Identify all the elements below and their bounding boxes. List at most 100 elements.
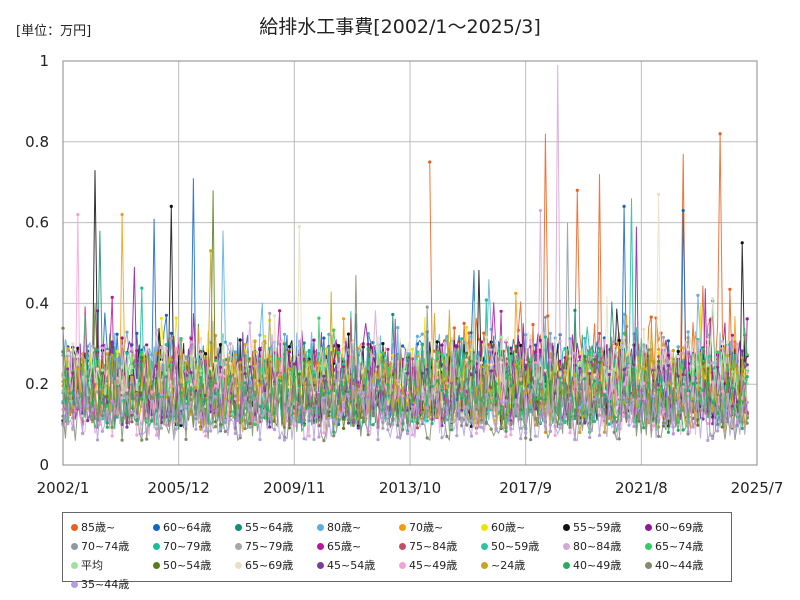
data-point bbox=[297, 340, 301, 344]
data-point bbox=[735, 412, 739, 416]
data-point bbox=[150, 353, 154, 357]
data-point bbox=[538, 380, 543, 384]
legend-marker-icon bbox=[399, 562, 406, 569]
data-point bbox=[593, 357, 597, 362]
data-point bbox=[71, 390, 75, 394]
data-point bbox=[317, 316, 321, 320]
data-point bbox=[140, 432, 144, 436]
data-point bbox=[327, 332, 331, 336]
data-point bbox=[602, 338, 607, 343]
data-point bbox=[462, 321, 466, 325]
data-point bbox=[593, 419, 597, 423]
data-point bbox=[430, 413, 434, 417]
data-point bbox=[297, 372, 301, 376]
data-point bbox=[725, 340, 730, 344]
data-point bbox=[415, 334, 419, 338]
data-point bbox=[499, 425, 503, 429]
data-point bbox=[430, 339, 434, 343]
data-point bbox=[110, 425, 114, 429]
data-point bbox=[238, 338, 242, 342]
data-point bbox=[597, 404, 602, 409]
data-point bbox=[538, 415, 543, 419]
data-point bbox=[410, 357, 415, 361]
data-point bbox=[337, 348, 341, 352]
data-point bbox=[327, 398, 331, 402]
data-point bbox=[371, 354, 375, 358]
data-point bbox=[632, 424, 636, 429]
legend-marker-icon bbox=[153, 543, 160, 550]
data-point bbox=[415, 426, 419, 430]
data-point bbox=[538, 383, 543, 387]
data-point bbox=[150, 399, 154, 404]
data-point bbox=[145, 394, 149, 399]
data-point bbox=[253, 422, 257, 427]
data-point bbox=[725, 354, 730, 358]
data-point bbox=[597, 331, 602, 336]
data-point bbox=[509, 433, 513, 437]
data-point bbox=[218, 373, 223, 377]
data-point bbox=[297, 370, 301, 374]
data-point bbox=[647, 348, 651, 352]
data-point bbox=[467, 331, 471, 335]
data-point bbox=[312, 383, 316, 387]
data-point bbox=[460, 418, 464, 422]
data-point bbox=[401, 427, 405, 432]
data-point bbox=[376, 336, 380, 340]
data-point bbox=[445, 386, 449, 390]
data-point bbox=[524, 333, 528, 337]
x-tick-label: 2009/11 bbox=[263, 479, 325, 497]
data-point bbox=[273, 314, 277, 318]
data-point bbox=[317, 435, 321, 439]
data-point bbox=[575, 188, 579, 192]
data-point bbox=[179, 337, 183, 341]
data-point bbox=[366, 429, 370, 433]
data-point bbox=[563, 370, 567, 374]
data-point bbox=[711, 380, 715, 384]
data-point bbox=[696, 397, 700, 401]
data-point bbox=[71, 342, 75, 346]
data-point bbox=[538, 208, 543, 213]
legend-marker-icon bbox=[71, 562, 78, 569]
data-point bbox=[410, 347, 415, 351]
data-point bbox=[214, 395, 218, 399]
data-point bbox=[652, 360, 656, 364]
legend-label: 60~69歳 bbox=[655, 521, 704, 534]
data-point bbox=[292, 387, 296, 391]
data-point bbox=[597, 433, 602, 437]
data-point bbox=[223, 340, 227, 344]
data-point bbox=[442, 339, 447, 343]
data-point bbox=[81, 431, 85, 435]
data-point bbox=[169, 331, 173, 335]
x-tick-label: 2005/12 bbox=[148, 479, 210, 497]
data-point bbox=[346, 380, 351, 384]
data-point bbox=[533, 416, 538, 420]
data-point bbox=[253, 400, 257, 404]
data-point bbox=[263, 389, 267, 393]
legend-label: 45~54歳 bbox=[327, 559, 376, 572]
data-point bbox=[263, 337, 267, 341]
data-point bbox=[529, 438, 533, 442]
data-point bbox=[514, 352, 518, 356]
data-point bbox=[533, 434, 538, 438]
data-point bbox=[607, 397, 611, 401]
data-point bbox=[76, 405, 80, 409]
data-point bbox=[728, 287, 732, 291]
legend-label: 65歳~ bbox=[327, 540, 362, 553]
data-point bbox=[494, 382, 498, 386]
legend-item: 50~54歳 bbox=[153, 557, 235, 576]
data-point bbox=[292, 416, 296, 420]
data-point bbox=[154, 391, 159, 395]
data-point bbox=[435, 415, 439, 419]
legend-marker-icon bbox=[71, 543, 78, 550]
data-point bbox=[652, 394, 656, 398]
data-point bbox=[125, 412, 129, 417]
data-point bbox=[76, 346, 80, 350]
data-point bbox=[204, 412, 208, 416]
data-point bbox=[529, 393, 533, 397]
data-point bbox=[337, 362, 341, 366]
data-point bbox=[573, 351, 577, 355]
data-point bbox=[209, 386, 213, 390]
data-point bbox=[135, 419, 139, 423]
data-point bbox=[199, 369, 203, 373]
